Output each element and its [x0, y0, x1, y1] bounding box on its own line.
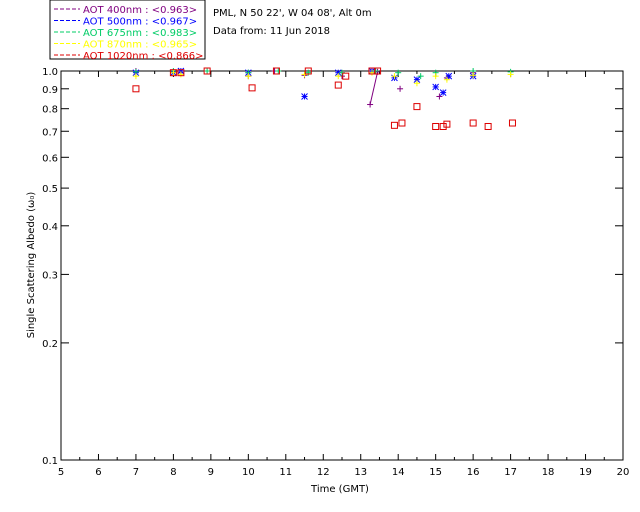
data-marks: [132, 67, 516, 130]
data-point-series-3: [470, 72, 477, 79]
chart-title-date: Data from: 11 Jun 2018: [213, 26, 330, 37]
x-tick-label: 18: [542, 467, 555, 478]
x-tick-label: 16: [467, 467, 480, 478]
y-tick-label: 0.2: [42, 339, 58, 350]
y-tick-label: 0.1: [42, 456, 58, 467]
y-tick-label: 1.0: [42, 67, 58, 78]
legend-box: [49, 0, 206, 60]
data-point-series-3: [443, 76, 450, 83]
data-point-series-0: [436, 93, 443, 100]
data-point-series-4: [132, 85, 140, 93]
y-axis-label: Single Scattering Albedo (ω₀): [26, 192, 37, 339]
data-point-series-4: [508, 119, 516, 127]
legend-label-series-0: AOT 400nm : <0.963>: [83, 5, 197, 16]
x-tick-label: 7: [133, 467, 139, 478]
data-point-series-4: [177, 69, 185, 77]
data-point-series-2: [204, 68, 211, 74]
data-point-series-0: [397, 85, 404, 92]
data-point-series-4: [443, 120, 451, 128]
data-point-series-4: [469, 119, 477, 127]
data-point-series-4: [374, 67, 382, 75]
data-point-series-4: [432, 122, 440, 130]
x-tick-label: 19: [579, 467, 592, 478]
data-point-series-4: [169, 69, 177, 77]
data-point-series-3: [335, 73, 342, 80]
x-tick-label: 5: [58, 467, 64, 478]
data-point-series-1: [432, 83, 440, 91]
y-tick-label: 0.6: [42, 153, 58, 164]
legend: AOT 400nm : <0.963>AOT 500nm : <0.967>AO…: [54, 5, 203, 62]
legend-label-series-3: AOT 870nm : <0.965>: [83, 40, 197, 51]
data-point-series-3: [368, 69, 375, 76]
data-point-series-2: [395, 69, 402, 76]
legend-label-series-2: AOT 675nm : <0.983>: [83, 28, 197, 39]
data-point-series-3: [245, 73, 252, 80]
data-point-series-4: [203, 67, 211, 75]
data-point-series-2: [305, 69, 312, 76]
plot-frame: [60, 70, 624, 461]
data-point-series-3: [170, 69, 177, 76]
y-tick-label: 0.5: [42, 184, 58, 195]
data-point-series-4: [248, 84, 256, 92]
data-point-series-1: [445, 72, 453, 80]
legend-label-series-4: AOT 1020nm : <0.866>: [83, 51, 203, 62]
x-tick-label: 11: [279, 467, 292, 478]
data-point-series-3: [177, 71, 184, 78]
data-point-series-3: [132, 73, 139, 80]
x-tick-label: 20: [617, 467, 630, 478]
data-point-series-4: [484, 122, 492, 130]
data-point-series-2: [372, 68, 379, 74]
data-point-series-0: [367, 101, 374, 108]
chart-title-location: PML, N 50 22', W 04 08', Alt 0m: [213, 8, 372, 19]
series-connector-line: [369, 71, 379, 105]
y-tick-label: 0.9: [42, 85, 58, 96]
data-point-series-4: [390, 121, 398, 129]
x-tick-label: 6: [95, 467, 101, 478]
data-point-series-1: [439, 89, 447, 96]
legend-label-series-1: AOT 500nm : <0.967>: [83, 17, 197, 28]
data-point-series-4: [342, 72, 350, 80]
axis-ticks: [60, 70, 624, 461]
y-tick-label: 0.3: [42, 270, 58, 281]
x-tick-label: 17: [504, 467, 517, 478]
y-tick-label: 0.7: [42, 127, 58, 138]
data-point-series-3: [432, 73, 439, 80]
x-tick-label: 12: [317, 467, 330, 478]
y-tick-label: 0.8: [42, 105, 58, 116]
x-tick-label: 14: [392, 467, 405, 478]
data-point-series-4: [272, 67, 280, 75]
data-point-series-2: [417, 73, 424, 80]
x-tick-label: 8: [170, 467, 176, 478]
data-point-series-3: [413, 80, 420, 87]
data-point-series-4: [334, 81, 342, 89]
data-point-series-2: [275, 68, 282, 74]
data-point-series-3: [507, 71, 514, 78]
x-tick-label: 9: [208, 467, 214, 478]
x-tick-label: 13: [354, 467, 367, 478]
x-axis-label: Time (GMT): [310, 484, 369, 495]
data-point-series-1: [301, 93, 308, 100]
data-point-series-4: [398, 119, 406, 127]
data-point-series-4: [304, 67, 312, 75]
data-point-series-3: [391, 73, 398, 80]
x-tick-label: 15: [429, 467, 442, 478]
axis-tick-labels: 5 6 7 8 9 10 11 12 13 14 15 16 17 18 19 20 0.1 0.2 0.3 0.4 0…: [42, 67, 629, 478]
x-tick-label: 10: [242, 467, 255, 478]
data-point-series-4: [439, 122, 447, 130]
y-tick-label: 0.4: [42, 222, 58, 233]
data-point-series-4: [413, 103, 421, 111]
